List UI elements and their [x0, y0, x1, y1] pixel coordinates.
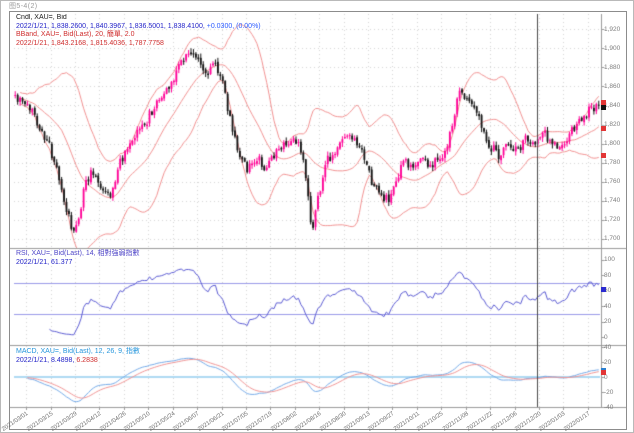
figure-caption: 图5-4(2): [9, 3, 38, 10]
macd-axis-label: 0: [604, 373, 608, 381]
macd-value: 2022/1/21, 8.4898,: [16, 356, 75, 364]
price-axis-label: 1,720: [604, 216, 621, 224]
macd-axis-label: 20: [604, 358, 612, 366]
price-axis-label: 1,920: [604, 25, 621, 33]
price-axis-label: 1,860: [604, 82, 621, 90]
rsi-axis-label: 0: [604, 333, 608, 341]
rsi-axis-label: 20: [604, 318, 612, 326]
ohlc-values: 2022/1/21, 1,838.2600, 1,840.3967, 1,836…: [16, 22, 205, 30]
series-title: Cndl, XAU=, Bid: [16, 14, 67, 21]
rsi-axis-label: 80: [604, 271, 612, 279]
price-axis-label: 1,840: [604, 101, 621, 109]
macd-axis-label: -40: [604, 403, 614, 411]
macd-legend: MACD, XAU=, Bid(Last), 12, 26, 9, 指數 202…: [16, 348, 140, 365]
price-axis-label: 1,880: [604, 63, 621, 71]
bband-middle-marker: [601, 126, 606, 132]
macd-axis-label: 40: [604, 343, 612, 351]
bband-upper-marker: [601, 99, 606, 105]
macd-signal-value: 6.2838: [76, 356, 98, 364]
rsi-axis-label: 40: [604, 302, 612, 310]
bband-values: 2022/1/21, 1,843.2168, 1,815.4036, 1,787…: [16, 39, 164, 47]
bband-definition: BBand, XAU=, Bid(Last), 20, 簡單, 2.0: [16, 31, 135, 39]
price-axis-label: 1,800: [604, 140, 621, 148]
macd-axis-label: -20: [604, 388, 614, 396]
rsi-axis-label: 60: [604, 287, 612, 295]
chart-canvas[interactable]: [10, 12, 626, 429]
bband-lower-marker: [601, 152, 606, 158]
chart-window: Cndl, XAU=, Bid 2022/1/21, 1,838.2600, 1…: [2, 11, 627, 433]
rsi-axis-label: 100: [604, 256, 615, 264]
price-axis-label: 1,780: [604, 159, 621, 167]
price-axis-label: 1,740: [604, 197, 621, 205]
macd-definition: MACD, XAU=, Bid(Last), 12, 26, 9, 指數: [16, 348, 140, 355]
rsi-values: 2022/1/21, 61.377: [16, 258, 73, 266]
rsi-last-marker: [601, 287, 606, 293]
price-legend: Cndl, XAU=, Bid 2022/1/21, 1,838.2600, 1…: [16, 14, 261, 48]
price-axis-label: 1,900: [604, 44, 621, 52]
price-axis-label: 1,760: [604, 178, 621, 186]
last-price-marker: [601, 104, 606, 110]
price-axis-label: 1,820: [604, 121, 621, 129]
macd-signal-marker: [601, 369, 606, 375]
change-value: +0.0300, (0.00%): [206, 22, 261, 30]
price-axis-label: 1,700: [604, 235, 621, 243]
rsi-definition: RSI, XAU=, Bid(Last), 14, 相對強弱指數: [16, 250, 140, 257]
rsi-legend: RSI, XAU=, Bid(Last), 14, 相對強弱指數 2022/1/…: [16, 250, 140, 267]
